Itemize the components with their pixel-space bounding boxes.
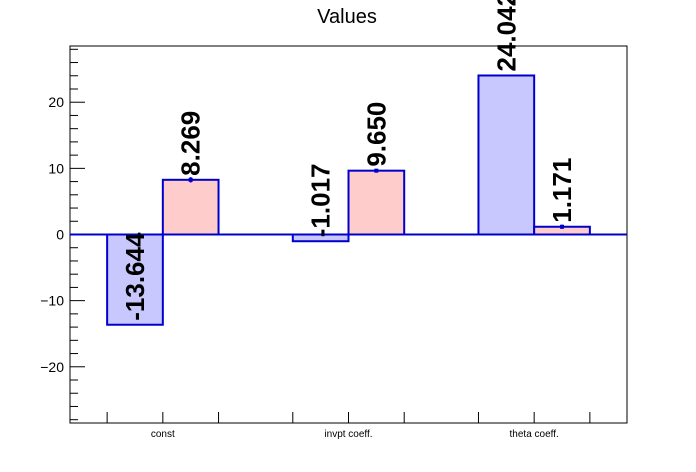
y-tick-label: −20 <box>40 359 64 375</box>
error-marker <box>188 177 193 182</box>
x-category-label: theta coeff. <box>510 429 559 440</box>
bar <box>477 74 536 236</box>
y-tick-label: −10 <box>40 293 64 309</box>
error-marker <box>374 168 379 173</box>
x-category-label: invpt coeff. <box>324 429 372 440</box>
x-category-label: const <box>151 429 175 440</box>
bar <box>347 169 406 236</box>
y-tick-label: 20 <box>48 94 64 110</box>
bar-value-label: 9.650 <box>361 102 391 167</box>
bar-value-label: 8.269 <box>176 111 206 176</box>
y-axis: −20 −10 0 10 20 <box>40 48 85 421</box>
bar <box>161 178 220 236</box>
bar-value-label: -1.017 <box>306 163 336 237</box>
x-axis: const invpt coeff. theta coeff. <box>106 412 591 440</box>
bar-value-label: 24.042 <box>491 0 521 71</box>
y-tick-label: 10 <box>48 160 64 176</box>
bar-value-label: 1.171 <box>547 158 577 223</box>
error-marker <box>560 224 565 229</box>
bar <box>106 233 164 326</box>
y-tick-label: 0 <box>56 227 64 243</box>
bar-value-label: -13.644 <box>120 232 150 321</box>
bars-layer <box>106 74 591 326</box>
chart-title: Values <box>317 6 377 28</box>
data-labels-layer: -13.644 -1.017 24.042 8.269 9.650 1.171 <box>120 0 577 321</box>
